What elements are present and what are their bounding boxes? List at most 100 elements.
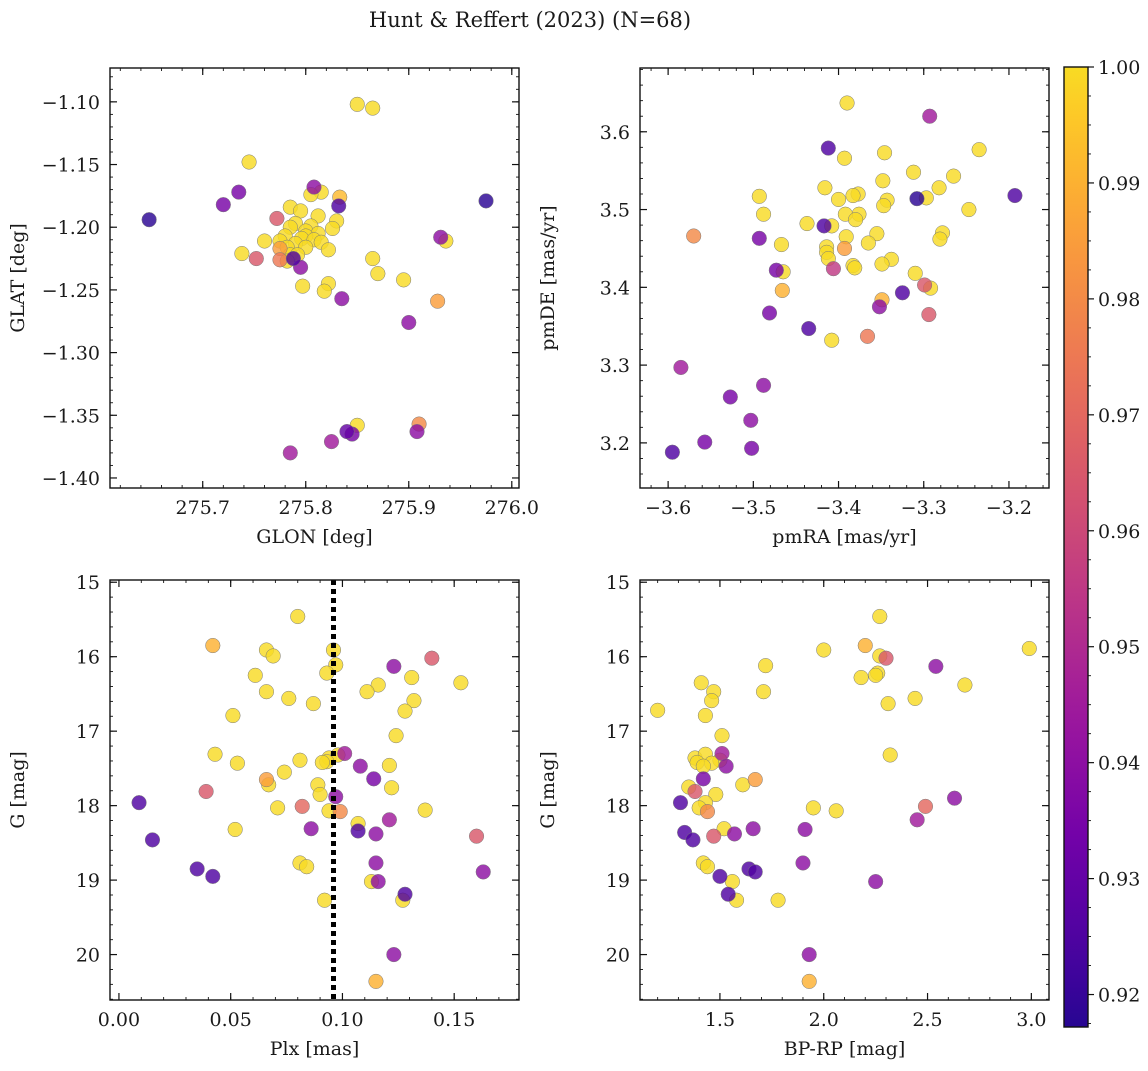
y-tick-label: 19 bbox=[606, 870, 630, 892]
scatter-point bbox=[756, 377, 772, 393]
scatter-point bbox=[256, 233, 273, 249]
y-tick-label: −1.30 bbox=[42, 343, 100, 365]
colorbar-tick-label: 0.94 bbox=[1098, 753, 1140, 775]
scatter-point bbox=[726, 826, 743, 842]
scatter-point bbox=[816, 218, 832, 234]
scatter-point bbox=[697, 434, 713, 450]
x-tick-label: 275.7 bbox=[176, 497, 230, 519]
scatter-point bbox=[292, 752, 308, 768]
axes-frame bbox=[109, 579, 520, 1001]
scatter-point bbox=[368, 855, 384, 871]
scatter-point bbox=[871, 299, 887, 315]
scatter-point bbox=[409, 424, 425, 440]
scatter-point bbox=[797, 821, 813, 838]
y-tick-label: 19 bbox=[76, 870, 100, 892]
scatter-point bbox=[325, 642, 342, 658]
scatter-point bbox=[299, 859, 315, 875]
scatter-point bbox=[664, 444, 680, 460]
scatter-point bbox=[708, 786, 724, 803]
scatter-point bbox=[720, 886, 736, 902]
scatter-point bbox=[860, 235, 876, 251]
scatter-point bbox=[917, 798, 934, 814]
scatter-point bbox=[946, 168, 962, 184]
scatter-point bbox=[225, 707, 241, 724]
scatter-point bbox=[229, 755, 245, 771]
colorbar-tick-label: 0.99 bbox=[1098, 173, 1140, 195]
scatter-point bbox=[406, 693, 422, 709]
panel-parallax-magnitude: 0.00 0.05 0.10 0.15 15 16 17 18 19 20 Plx [mas] G [… bbox=[7, 572, 520, 1060]
scatter-point bbox=[816, 642, 832, 658]
scatter-point bbox=[366, 771, 382, 787]
scatter-point bbox=[368, 973, 384, 989]
x-tick-label: 275.9 bbox=[382, 497, 436, 519]
scatter-point bbox=[370, 874, 386, 890]
scatter-point bbox=[276, 764, 292, 780]
y-tick-label: −1.40 bbox=[42, 468, 100, 490]
scatter-point bbox=[290, 608, 306, 625]
scatter-point bbox=[830, 191, 847, 207]
scatter-point bbox=[773, 237, 789, 253]
colorbar-tick-label: 0.96 bbox=[1098, 521, 1140, 543]
scatter-point bbox=[714, 728, 730, 744]
scatter-point bbox=[306, 179, 322, 195]
scatter-point bbox=[141, 212, 157, 228]
scatter-point bbox=[320, 242, 336, 258]
scatter-point bbox=[247, 667, 263, 683]
axes-frame bbox=[109, 67, 520, 489]
scatter-point bbox=[758, 658, 774, 674]
scatter-point bbox=[312, 786, 328, 803]
y-tick-label: 18 bbox=[76, 796, 100, 818]
y-tick-label: 17 bbox=[76, 721, 100, 743]
y-tick-label: 15 bbox=[606, 572, 630, 594]
colorbar-tick-label: 0.95 bbox=[1098, 637, 1140, 659]
scatter-point bbox=[722, 389, 738, 405]
x-tick-label: −3.3 bbox=[901, 497, 947, 519]
colorbar-frame bbox=[1063, 66, 1089, 1028]
scatter-point bbox=[768, 262, 784, 278]
colorbar-tick-label: 0.92 bbox=[1098, 985, 1140, 1007]
scatter-point bbox=[672, 795, 689, 811]
y-axis-label: G [mag] bbox=[537, 751, 559, 829]
scatter-point bbox=[868, 667, 884, 683]
scatter-point bbox=[350, 823, 366, 839]
scatter-point bbox=[714, 745, 730, 762]
scatter-point bbox=[144, 832, 161, 848]
scatter-point bbox=[388, 728, 404, 744]
scatter-point bbox=[957, 677, 973, 693]
x-axis-label: Plx [mas] bbox=[270, 1038, 360, 1060]
scatter-point bbox=[801, 947, 817, 963]
scatter-point bbox=[857, 637, 873, 654]
scatter-point bbox=[697, 707, 713, 724]
x-tick-label: −3.5 bbox=[730, 497, 776, 519]
scatter-point bbox=[706, 828, 722, 844]
scatter-point bbox=[699, 804, 716, 820]
y-tick-label: 18 bbox=[606, 796, 630, 818]
panel-sky-position: 275.7 275.8 275.9 276.0 −1.40 −1.35 −1.30 −1.25… bbox=[7, 67, 539, 548]
scatter-point bbox=[227, 821, 243, 838]
scatter-point bbox=[1007, 188, 1023, 204]
scatter-point bbox=[189, 861, 205, 877]
scatter-point bbox=[352, 758, 368, 774]
scatter-point bbox=[905, 164, 922, 180]
x-tick-label: 0.15 bbox=[433, 1009, 475, 1031]
scatter-point bbox=[836, 240, 853, 256]
scatter-point bbox=[761, 305, 778, 321]
scatter-point bbox=[317, 892, 333, 908]
x-tick-label: 275.8 bbox=[279, 497, 333, 519]
scatter-point bbox=[404, 670, 420, 686]
scatter-point bbox=[234, 246, 250, 262]
scatter-point bbox=[751, 230, 767, 246]
scatter-point bbox=[820, 140, 836, 156]
scatter-point bbox=[839, 95, 855, 111]
scatter-point bbox=[693, 675, 709, 691]
y-axis-label: pmDE [mas/yr] bbox=[537, 205, 559, 350]
x-axis-label: GLON [deg] bbox=[256, 526, 372, 548]
scatter-point bbox=[695, 771, 711, 787]
y-tick-label: 3.6 bbox=[600, 122, 630, 144]
scatter-point bbox=[205, 868, 221, 884]
scatter-point bbox=[801, 973, 817, 989]
x-tick-label: 0.05 bbox=[210, 1009, 252, 1031]
colorbar: 0.92 0.93 0.94 0.95 0.96 0.97 0.98 0.99 1.00 bbox=[1063, 57, 1140, 1028]
scatter-point bbox=[339, 424, 355, 440]
scatter-point bbox=[718, 758, 734, 774]
